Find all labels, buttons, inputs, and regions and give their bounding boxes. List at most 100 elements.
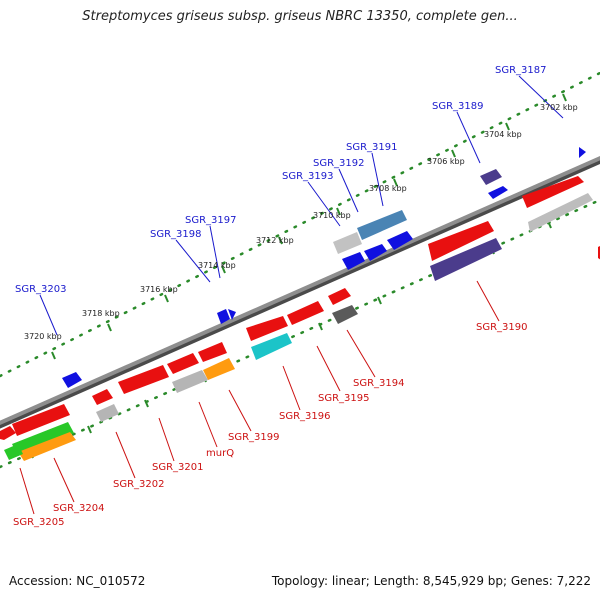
gene-block-sgr3187[interactable] bbox=[579, 147, 586, 158]
gene-label-sgr3189[interactable]: SGR_3189 bbox=[432, 101, 484, 112]
major-tick bbox=[377, 296, 382, 305]
gene-features bbox=[0, 147, 600, 461]
callout-sgr3194 bbox=[346, 329, 376, 378]
callout-sgr3195 bbox=[316, 345, 341, 392]
callout-sgr3191 bbox=[371, 152, 384, 207]
genome-backbone bbox=[0, 156, 600, 429]
gene-label-sgr3193[interactable]: SGR_3193 bbox=[282, 171, 334, 182]
callout-sgr3199 bbox=[228, 389, 252, 432]
callout-sgr3202 bbox=[115, 431, 136, 479]
gene-label-sgr3190[interactable]: SGR_3190 bbox=[476, 322, 528, 333]
gene-label-sgr3198[interactable]: SGR_3198 bbox=[150, 229, 202, 240]
kbp-label: 3704 kbp bbox=[484, 130, 522, 139]
major-tick bbox=[393, 178, 398, 187]
callout-sgr3201 bbox=[158, 417, 175, 462]
callout-sgr3204 bbox=[53, 457, 75, 503]
gene-block-sgr3190[interactable] bbox=[430, 238, 502, 281]
gene-label-sgr3192[interactable]: SGR_3192 bbox=[313, 158, 365, 169]
major-tick bbox=[336, 207, 341, 216]
callout-sgr3193 bbox=[307, 181, 341, 227]
gene-block-blue-c[interactable] bbox=[387, 231, 413, 250]
gene-block-sgr3201[interactable] bbox=[118, 365, 169, 394]
kbp-label: 3714 kbp bbox=[198, 261, 236, 270]
gene-block-3196-red[interactable] bbox=[246, 316, 288, 341]
gene-block-blue-3197[interactable] bbox=[217, 309, 230, 324]
gene-label-sgr3201[interactable]: SGR_3201 bbox=[152, 462, 204, 473]
major-tick bbox=[318, 322, 323, 331]
callout-sgr3203 bbox=[39, 294, 58, 336]
callout-sgr3196 bbox=[282, 365, 301, 411]
gene-block-red-edge[interactable] bbox=[0, 426, 16, 440]
gene-label-sgr3204[interactable]: SGR_3204 bbox=[53, 503, 105, 514]
gene-block-blue-3198[interactable] bbox=[228, 309, 236, 320]
genome-summary-text: Topology: linear; Length: 8,545,929 bp; … bbox=[271, 574, 591, 588]
callout-sgr3198 bbox=[175, 239, 211, 283]
gene-block-sgr3203[interactable] bbox=[62, 372, 82, 388]
gene-label-sgr3197[interactable]: SGR_3197 bbox=[185, 215, 237, 226]
kbp-label: 3720 kbp bbox=[24, 332, 62, 341]
gene-block-red-3190a[interactable] bbox=[428, 221, 494, 261]
gene-label-sgr3194[interactable]: SGR_3194 bbox=[353, 378, 405, 389]
gene-block-sgr3189[interactable] bbox=[480, 169, 502, 185]
gene-block-sgr3204-orange[interactable] bbox=[18, 432, 76, 461]
gene-label-sgr3187[interactable]: SGR_3187 bbox=[495, 65, 547, 76]
gene-block-sgr3194[interactable] bbox=[332, 305, 358, 324]
upper-dotted-guide bbox=[0, 71, 600, 378]
major-tick bbox=[144, 399, 149, 408]
kbp-label: 3706 kbp bbox=[427, 157, 465, 166]
gene-block-murq[interactable] bbox=[172, 370, 208, 393]
gene-block-grey-3192[interactable] bbox=[333, 232, 362, 254]
gene-label-sgr3191[interactable]: SGR_3191 bbox=[346, 142, 398, 153]
major-tick bbox=[451, 149, 456, 158]
gene-block-blue-b[interactable] bbox=[364, 244, 387, 261]
kbp-label: 3708 kbp bbox=[369, 184, 407, 193]
kbp-label: 3718 kbp bbox=[82, 309, 120, 318]
gene-block-upper-right-red[interactable] bbox=[522, 176, 584, 208]
gene-block-sgr3205[interactable] bbox=[4, 444, 23, 460]
callout-sgr3187 bbox=[518, 75, 564, 119]
gene-block-upper-right-grey[interactable] bbox=[528, 193, 593, 232]
gene-label-sgr3199[interactable]: SGR_3199 bbox=[228, 432, 280, 443]
bottom-gene-labels: SGR_3190 SGR_3194 SGR_3195 SGR_3196 SGR_… bbox=[13, 322, 528, 528]
gene-block-sgr3195[interactable] bbox=[287, 301, 324, 325]
callout-sgr3189 bbox=[456, 111, 481, 164]
gene-label-murq[interactable]: murQ bbox=[206, 448, 234, 459]
kbp-label: 3712 kbp bbox=[256, 236, 294, 245]
gene-block-red-murq[interactable] bbox=[167, 353, 199, 374]
gene-block-3194-red[interactable] bbox=[328, 288, 351, 305]
gene-block-sgr3199[interactable] bbox=[203, 358, 235, 380]
major-tick bbox=[107, 323, 112, 332]
gene-label-sgr3196[interactable]: SGR_3196 bbox=[279, 411, 331, 422]
gene-block-blue-a[interactable] bbox=[342, 252, 365, 270]
kbp-label: 3702 kbp bbox=[540, 103, 578, 112]
gene-block-sgr3191[interactable] bbox=[357, 210, 407, 240]
callout-murq bbox=[198, 401, 218, 448]
gene-label-sgr3202[interactable]: SGR_3202 bbox=[113, 479, 165, 490]
gene-block-3204-red[interactable] bbox=[12, 404, 70, 436]
map-title: Streptomyces griseus subsp. griseus NBRC… bbox=[82, 9, 518, 24]
gene-block-sgr3202[interactable] bbox=[96, 404, 119, 422]
major-tick bbox=[221, 265, 226, 274]
backbone-line bbox=[0, 156, 600, 425]
major-tick bbox=[164, 294, 169, 303]
top-gene-labels: SGR_3187 SGR_3189 SGR_3191 SGR_3192 SGR_… bbox=[15, 65, 547, 295]
callout-sgr3190 bbox=[476, 280, 500, 322]
gene-block-red-3199a[interactable] bbox=[198, 342, 227, 362]
gene-block-sgr3204-green[interactable] bbox=[12, 422, 74, 456]
kbp-label: 3710 kbp bbox=[313, 211, 351, 220]
gene-label-sgr3205[interactable]: SGR_3205 bbox=[13, 517, 65, 528]
gene-label-sgr3203[interactable]: SGR_3203 bbox=[15, 284, 67, 295]
major-tick bbox=[505, 122, 510, 131]
gene-block-3202-red[interactable] bbox=[92, 389, 113, 405]
major-tick bbox=[562, 93, 567, 102]
callout-sgr3205 bbox=[19, 467, 35, 515]
gene-block-3188-arrow[interactable] bbox=[488, 186, 508, 199]
gene-label-sgr3195[interactable]: SGR_3195 bbox=[318, 393, 370, 404]
callout-lines bbox=[19, 75, 564, 515]
gene-block-sgr3196[interactable] bbox=[251, 333, 292, 360]
kbp-label: 3716 kbp bbox=[140, 285, 178, 294]
major-tick bbox=[278, 236, 283, 245]
callout-sgr3192 bbox=[338, 168, 359, 213]
